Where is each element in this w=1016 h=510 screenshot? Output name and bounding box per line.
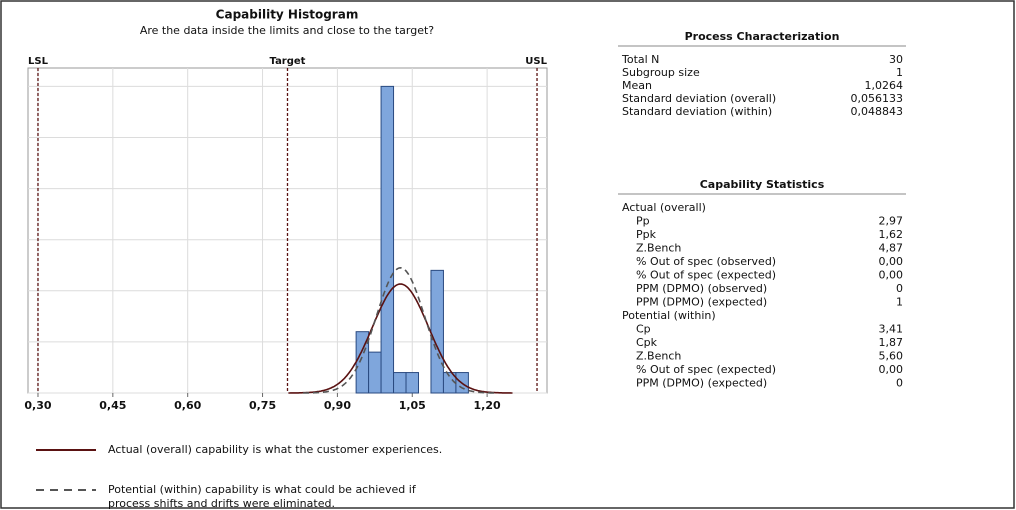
bar [430, 269, 444, 394]
row-label: Mean [622, 79, 652, 92]
row-label: PPM (DPMO) (expected) [636, 377, 767, 390]
row-label: Standard deviation (within) [622, 105, 772, 118]
bar [393, 372, 407, 394]
row-value: 1 [896, 66, 903, 79]
bar [368, 351, 382, 394]
reference-label: Target [270, 56, 306, 67]
row-label: % Out of spec (expected) [636, 269, 776, 282]
x-tick-label: 0,45 [99, 399, 126, 412]
row-value: 0 [896, 377, 903, 390]
row-label: % Out of spec (expected) [636, 363, 776, 376]
legend-label: Potential (within) capability is what co… [108, 483, 417, 496]
row-value: 1 [896, 296, 903, 309]
row-value: 30 [889, 53, 903, 66]
row-value: 0,056133 [851, 92, 904, 105]
row-value: 1,87 [879, 336, 904, 349]
x-tick-label: 0,60 [174, 399, 201, 412]
bar [380, 85, 395, 394]
x-tick-label: 0,90 [324, 399, 351, 412]
fit-curve [303, 266, 498, 394]
x-tick-label: 1,05 [399, 399, 426, 412]
row-value: 1,0264 [865, 79, 904, 92]
row-value: 5,60 [879, 350, 904, 363]
row-value: 0,00 [879, 255, 904, 268]
row-label: Standard deviation (overall) [622, 92, 776, 105]
x-tick-label: 0,75 [249, 399, 276, 412]
reference-label: USL [525, 56, 547, 67]
bar [405, 372, 419, 394]
chart-title: Capability Histogram [216, 8, 359, 22]
row-label: PPM (DPMO) (expected) [636, 296, 767, 309]
legend-label: Actual (overall) capability is what the … [108, 443, 442, 456]
row-value: 0 [896, 282, 903, 295]
row-value: 1,62 [879, 228, 904, 241]
legend-label: process shifts and drifts were eliminate… [108, 497, 335, 510]
row-label: Pp [636, 215, 650, 228]
chart-subtitle: Are the data inside the limits and close… [140, 24, 434, 37]
table-title: Capability Statistics [700, 178, 825, 191]
row-label: Total N [621, 53, 659, 66]
row-label: Subgroup size [622, 66, 700, 79]
row-value: 0,00 [879, 269, 904, 282]
row-label: Cpk [636, 336, 658, 349]
row-label: PPM (DPMO) (observed) [636, 282, 767, 295]
fit-curve [288, 283, 513, 394]
row-label: Z.Bench [636, 242, 681, 255]
group-label: Actual (overall) [622, 201, 706, 214]
row-value: 2,97 [879, 215, 904, 228]
row-label: % Out of spec (observed) [636, 255, 776, 268]
row-value: 0,00 [879, 363, 904, 376]
x-tick-label: 0,30 [24, 399, 51, 412]
group-label: Potential (within) [622, 309, 716, 322]
row-value: 3,41 [879, 323, 904, 336]
row-label: Cp [636, 323, 651, 336]
row-value: 4,87 [879, 242, 904, 255]
table-title: Process Characterization [685, 30, 840, 43]
row-label: Z.Bench [636, 350, 681, 363]
row-label: Ppk [636, 228, 657, 241]
row-value: 0,048843 [851, 105, 904, 118]
reference-label: LSL [28, 56, 49, 67]
x-tick-label: 1,20 [474, 399, 501, 412]
